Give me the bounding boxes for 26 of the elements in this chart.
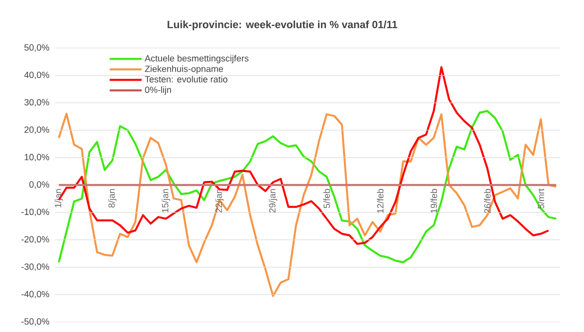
y-tick-label: 30,0% <box>24 99 50 106</box>
x-tick-label: 29/jan <box>268 189 278 212</box>
x-tick-label: 12/feb <box>376 188 384 213</box>
y-tick-label: -10,0% <box>21 208 50 216</box>
y-tick-label: 20,0% <box>24 126 50 134</box>
legend-label: Testen: evolutie ratio <box>144 76 228 82</box>
legend-label: Ziekenhuis-opname <box>144 65 224 74</box>
x-tick-label: 5/feb <box>323 188 330 208</box>
x-tick-label: 5/mrt <box>538 188 544 209</box>
y-tick-label: 10,0% <box>24 154 50 162</box>
chart-title: Luik-provincie: week-evolutie in % vanaf 01/11 <box>168 20 398 30</box>
x-tick-label: 22/jan <box>215 189 224 212</box>
y-tick-label: -20,0% <box>21 236 50 244</box>
y-tick-label: -50,0% <box>21 318 50 326</box>
x-tick-label: 15/jan <box>162 189 170 212</box>
y-tick-label: 40,0% <box>24 72 50 80</box>
x-tick-label: 19/feb <box>430 188 438 213</box>
y-tick-label: 0,0% <box>29 181 50 189</box>
x-tick-label: 8/jan <box>108 189 117 208</box>
legend-label: Actuele besmettingscijfers <box>144 54 248 64</box>
y-tick-label: 50,0% <box>24 44 50 52</box>
y-tick-label: -30,0% <box>21 263 50 271</box>
y-tick-label: -40,0% <box>21 290 50 298</box>
x-tick-label: 1/jan <box>54 189 64 208</box>
x-tick-label: 26/feb <box>484 188 491 213</box>
legend-label: 0%-lijn <box>145 86 172 95</box>
